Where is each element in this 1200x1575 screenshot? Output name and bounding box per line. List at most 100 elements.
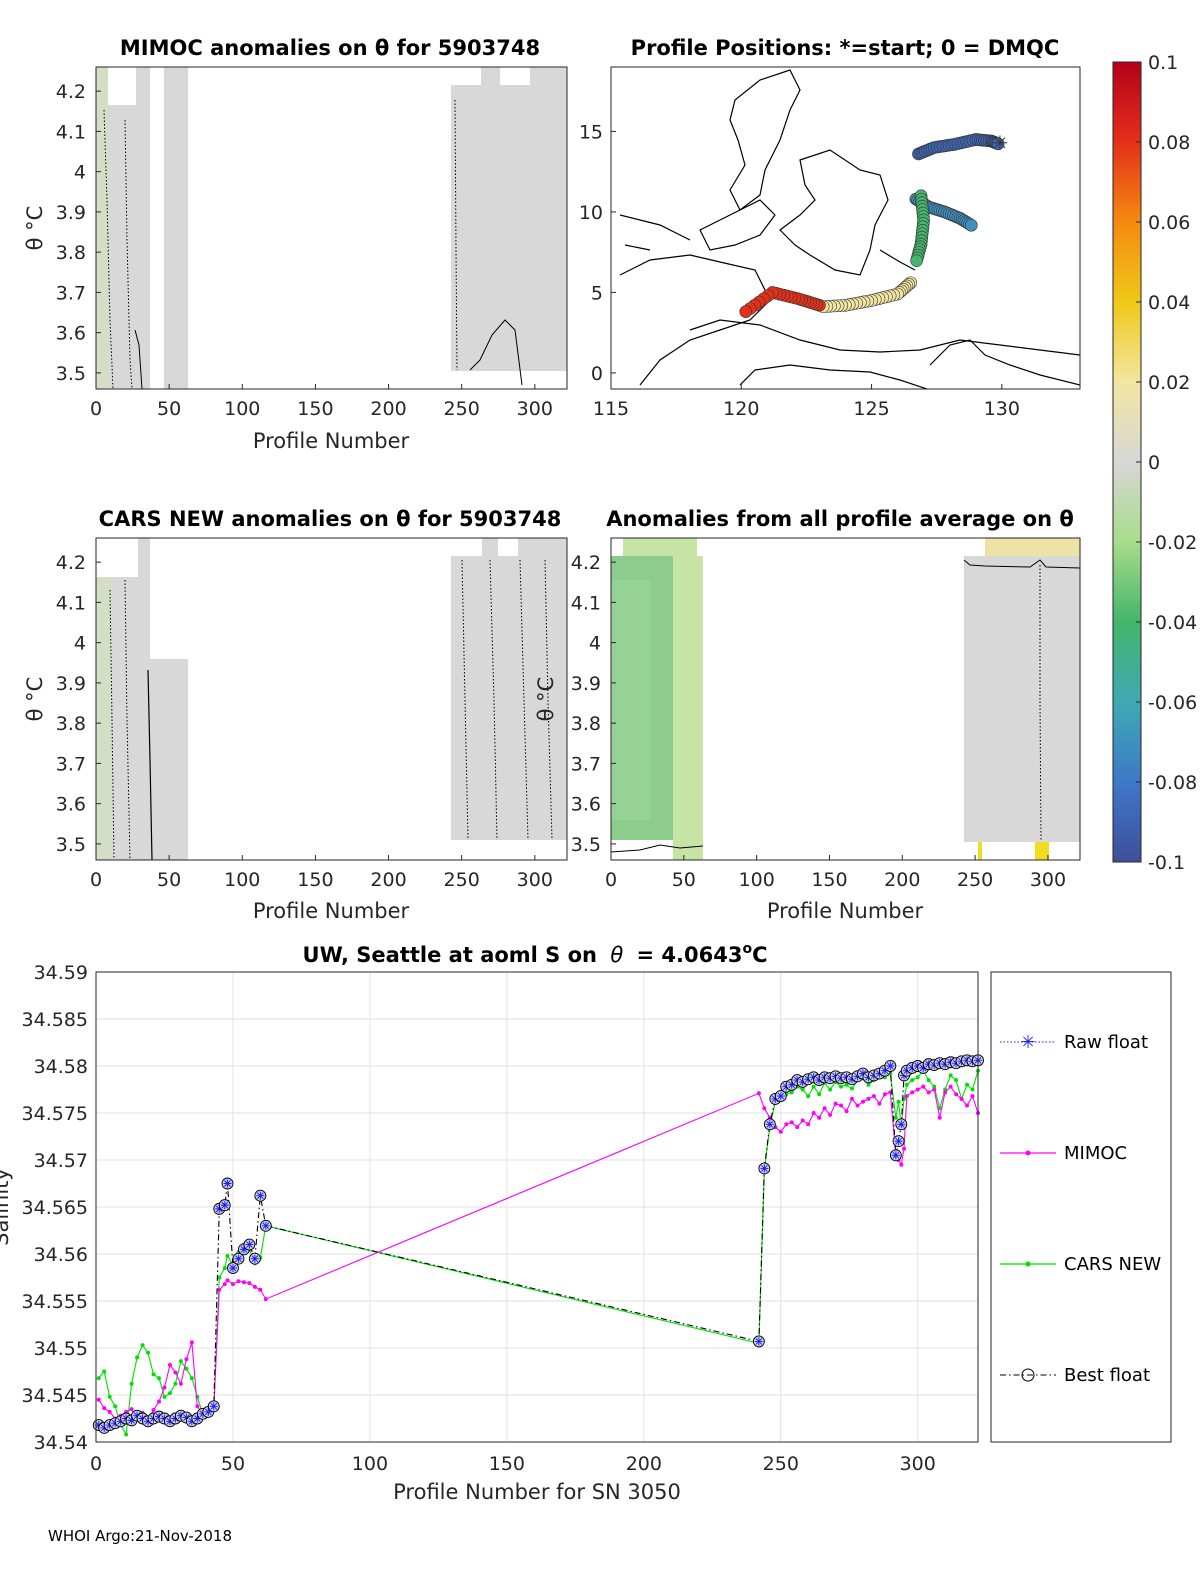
cars-point (124, 1432, 129, 1437)
mimoc-point (871, 1094, 876, 1099)
y-tick-label: 3.5 (56, 363, 86, 385)
raw-float-point (133, 1411, 142, 1420)
colorbar-tick-label: -0.04 (1148, 612, 1197, 634)
mimoc-point (954, 1092, 959, 1097)
legend-cars: CARS NEW (1000, 1254, 1161, 1275)
cars-point (970, 1087, 975, 1092)
x-tick-label: 100 (739, 869, 775, 891)
mimoc-point (806, 1122, 811, 1127)
cars-point (189, 1376, 194, 1381)
coast-sulawesi (739, 364, 929, 389)
mimoc-point (850, 1096, 854, 1101)
y-tick-label: 15 (579, 121, 603, 143)
y-tick-label: 34.59 (34, 962, 88, 984)
salinity-title-unit: C (752, 943, 767, 967)
mimoc-point (926, 1090, 931, 1095)
cars-point (140, 1343, 145, 1348)
x-tick-label: 100 (224, 869, 260, 891)
series-line-best-float (98, 1059, 979, 1429)
dot-icon (1025, 1261, 1031, 1267)
raw-float-point (94, 1421, 103, 1430)
cars-contour (147, 669, 153, 861)
raw-float-point (127, 1416, 136, 1425)
series-line-mimoc (98, 1085, 979, 1421)
mimoc-point (904, 1094, 909, 1099)
mimoc-contour (134, 329, 143, 390)
cars-block-late (451, 556, 567, 840)
salinity-series (92, 1054, 984, 1437)
salinity-axes-box (95, 971, 979, 1443)
y-tick-label: 3.6 (56, 323, 86, 345)
cars-contour (489, 559, 498, 841)
mimoc-block-late (451, 67, 567, 371)
mimoc-point (789, 1120, 794, 1125)
x-tick-label: 0 (90, 1453, 102, 1475)
raw-float-point (809, 1073, 818, 1082)
raw-float-point (776, 1092, 785, 1101)
mimoc-title: MIMOC anomalies on θ for 5903748 (120, 36, 540, 60)
mimoc-point (247, 1281, 252, 1286)
x-tick-label: 50 (221, 1453, 245, 1475)
y-tick-label: 4.2 (56, 552, 86, 574)
mimoc-point (833, 1101, 838, 1106)
x-tick-label: 100 (352, 1453, 388, 1475)
cars-title: CARS NEW anomalies on θ for 5903748 (99, 507, 562, 531)
y-tick-label: 5 (591, 282, 603, 304)
cars-point (965, 1082, 970, 1087)
raw-float-point (787, 1080, 796, 1089)
colorbar-tick-label: 0.08 (1148, 132, 1190, 154)
raw-float-point (245, 1240, 254, 1249)
panel-positions: Profile Positions: *=start; 0 = DMQC ✳ 1… (579, 36, 1081, 420)
cars-block-tint (96, 577, 112, 860)
legend-mimoc-label: MIMOC (1064, 1143, 1127, 1164)
x-tick-label: 0 (90, 869, 102, 891)
mimoc-point (943, 1090, 948, 1095)
coast-borneo (619, 254, 771, 386)
cars-y-ticks: 3.5 3.6 3.7 3.8 3.9 4 4.1 4.2 (56, 552, 101, 856)
positions-y-ticks: 0 5 10 15 (579, 121, 616, 385)
x-tick-label: 300 (517, 869, 553, 891)
x-tick-label: 200 (370, 869, 406, 891)
y-tick-label: 34.55 (34, 1338, 88, 1360)
raw-float-point (234, 1254, 243, 1263)
y-tick-label: 3.5 (56, 834, 86, 856)
y-tick-label: 4.2 (56, 81, 86, 103)
y-tick-label: 3.7 (56, 753, 86, 775)
x-tick-label: 250 (444, 398, 480, 420)
y-tick-label: 34.58 (34, 1056, 88, 1078)
raw-float-point (138, 1414, 147, 1423)
y-tick-label: 3.9 (571, 673, 601, 695)
mimoc-point (860, 1099, 865, 1104)
mimoc-point (844, 1109, 849, 1114)
average-block-yellow (985, 538, 1080, 556)
cars-point (800, 1087, 805, 1092)
cars-point (146, 1350, 151, 1355)
average-y-label: θ °C (534, 677, 558, 722)
mimoc-point (828, 1112, 833, 1117)
panel-cars: CARS NEW anomalies on θ for 5903748 0 50 1… (23, 507, 568, 923)
legend-raw-float-label: Raw float (1064, 1032, 1148, 1053)
x-tick-label: 115 (593, 398, 629, 420)
x-tick-label: 120 (723, 398, 759, 420)
average-block-yellow-3 (978, 842, 982, 860)
y-tick-label: 4.2 (571, 552, 601, 574)
track-marker (991, 137, 1005, 151)
cars-x-label: Profile Number (253, 899, 410, 923)
mimoc-point (910, 1090, 915, 1095)
mimoc-point (217, 1287, 222, 1292)
y-tick-label: 34.575 (22, 1103, 88, 1125)
raw-float-point (209, 1402, 218, 1411)
cars-point (225, 1253, 230, 1258)
x-tick-label: 150 (297, 398, 333, 420)
cars-block-top3 (518, 538, 567, 558)
mimoc-point (948, 1084, 953, 1089)
y-tick-label: 34.565 (22, 1197, 88, 1219)
coast-halmahera (929, 339, 1080, 386)
raw-float-point (144, 1417, 153, 1426)
salinity-x-label: Profile Number for SN 3050 (393, 1480, 681, 1504)
positions-title: Profile Positions: *=start; 0 = DMQC (631, 36, 1060, 60)
mimoc-point (817, 1115, 822, 1120)
average-axes-box (610, 537, 1081, 861)
panel-average: Anomalies from all profile average on θ … (534, 507, 1081, 923)
